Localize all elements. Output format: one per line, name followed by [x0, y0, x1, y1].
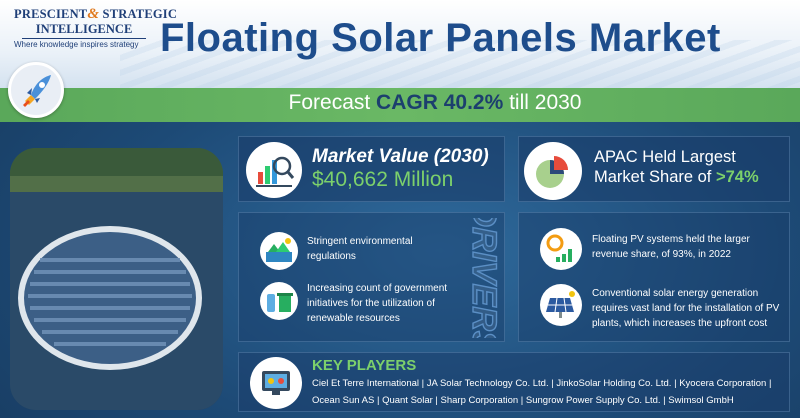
pie-chart-icon: [524, 142, 582, 200]
players-screen-icon: [250, 357, 302, 409]
key-players-line-2: Ocean Sun AS | Quant Solar | Sharp Corpo…: [312, 395, 734, 406]
header-banner: [0, 0, 800, 88]
forecast-text: Forecast CAGR 40.2% till 2030: [288, 91, 582, 114]
driver-item-3: Floating PV systems held the larger reve…: [592, 234, 750, 260]
key-players-line-1: Ciel Et Terre International | JA Solar T…: [312, 378, 772, 389]
svg-text:DRIVERS: DRIVERS: [465, 218, 503, 338]
company-logo[interactable]: PRESCIENT& STRATEGIC INTELLIGENCE Where …: [14, 6, 178, 49]
forecast-bar: [0, 88, 800, 122]
driver-item-2: Increasing count of government initiativ…: [307, 283, 448, 324]
key-players-card: [238, 352, 790, 412]
market-chart-icon: [246, 142, 302, 198]
page-title: Floating Solar Panels Market: [160, 16, 721, 60]
driver-item-4: Conventional solar energy generation req…: [592, 288, 780, 329]
market-value-amount: $40,662 Million: [312, 168, 454, 191]
header-decoration: [120, 40, 800, 88]
rocket-icon: [8, 62, 64, 118]
drivers-heading: DRIVERS: [464, 218, 503, 338]
solar-panel-icon: [540, 284, 582, 326]
market-value-label: Market Value (2030): [312, 146, 489, 167]
recycle-bin-icon: [260, 282, 298, 320]
logo-tagline: Where knowledge inspires strategy: [14, 40, 139, 49]
floating-solar-photo: [10, 148, 223, 410]
cagr-value: CAGR 40.2%: [376, 91, 504, 114]
apac-share-value: >74%: [715, 168, 759, 186]
nature-regulation-icon: [260, 232, 298, 270]
growth-chart-icon: [540, 228, 582, 270]
apac-share-text: APAC Held Largest Market Share of >74%: [594, 148, 759, 186]
key-players-heading: KEY PLAYERS: [312, 357, 417, 374]
driver-item-1: Stringent environmental regulations: [307, 236, 413, 262]
